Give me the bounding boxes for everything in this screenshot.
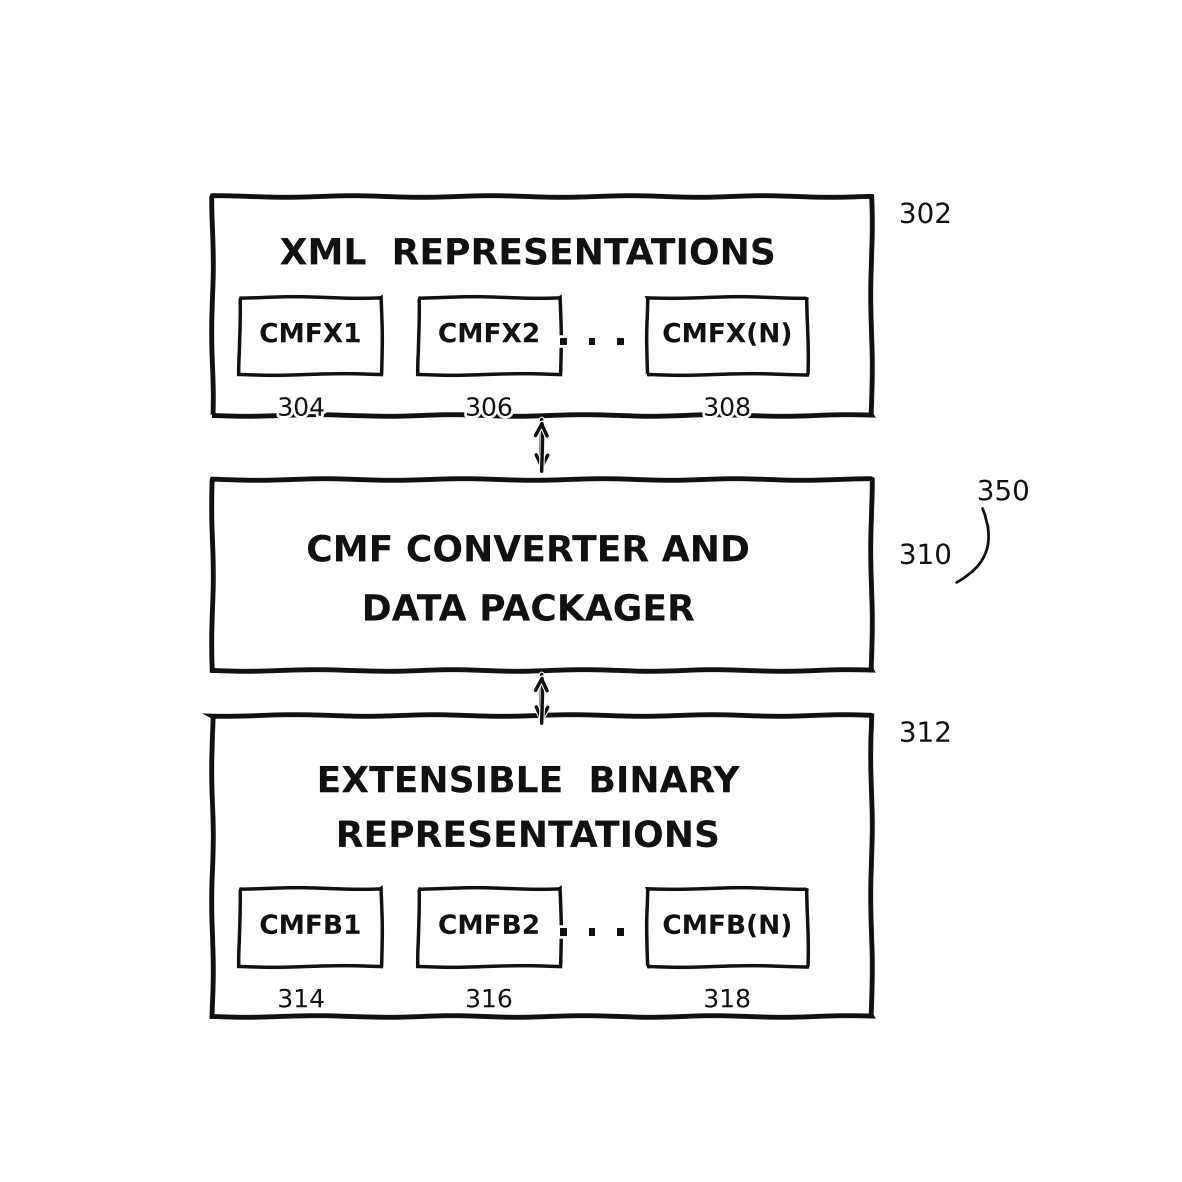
Text: XML  REPRESENTATIONS: XML REPRESENTATIONS <box>280 238 778 272</box>
Text: CMFX1: CMFX1 <box>259 323 362 349</box>
Text: DATA PACKAGER: DATA PACKAGER <box>362 593 695 628</box>
FancyBboxPatch shape <box>418 888 560 966</box>
Text: 314: 314 <box>278 988 325 1012</box>
FancyBboxPatch shape <box>239 297 382 374</box>
FancyBboxPatch shape <box>239 888 382 966</box>
Text: CMFB2: CMFB2 <box>439 914 540 940</box>
Text: 308: 308 <box>703 397 751 421</box>
Text: . . .: . . . <box>557 905 628 943</box>
Text: 304: 304 <box>278 397 325 421</box>
FancyBboxPatch shape <box>647 888 807 966</box>
Text: CMFB1: CMFB1 <box>259 914 362 940</box>
Text: CMF CONVERTER AND: CMF CONVERTER AND <box>306 534 751 569</box>
FancyBboxPatch shape <box>647 297 807 374</box>
Text: 350: 350 <box>976 479 1030 506</box>
Text: 312: 312 <box>898 720 952 748</box>
Text: CMFX2: CMFX2 <box>437 323 540 349</box>
Text: 302: 302 <box>898 201 952 229</box>
Text: 316: 316 <box>465 988 513 1012</box>
Text: 318: 318 <box>703 988 751 1012</box>
Text: 310: 310 <box>898 543 952 570</box>
FancyBboxPatch shape <box>212 196 871 415</box>
Text: CMFX(N): CMFX(N) <box>662 323 792 349</box>
Text: REPRESENTATIONS: REPRESENTATIONS <box>336 820 721 853</box>
FancyBboxPatch shape <box>418 297 560 374</box>
Text: . . .: . . . <box>557 314 628 353</box>
FancyBboxPatch shape <box>212 715 871 1015</box>
Text: 306: 306 <box>465 397 513 421</box>
Text: EXTENSIBLE  BINARY: EXTENSIBLE BINARY <box>317 765 740 799</box>
FancyBboxPatch shape <box>212 479 871 670</box>
Text: CMFB(N): CMFB(N) <box>662 914 792 940</box>
